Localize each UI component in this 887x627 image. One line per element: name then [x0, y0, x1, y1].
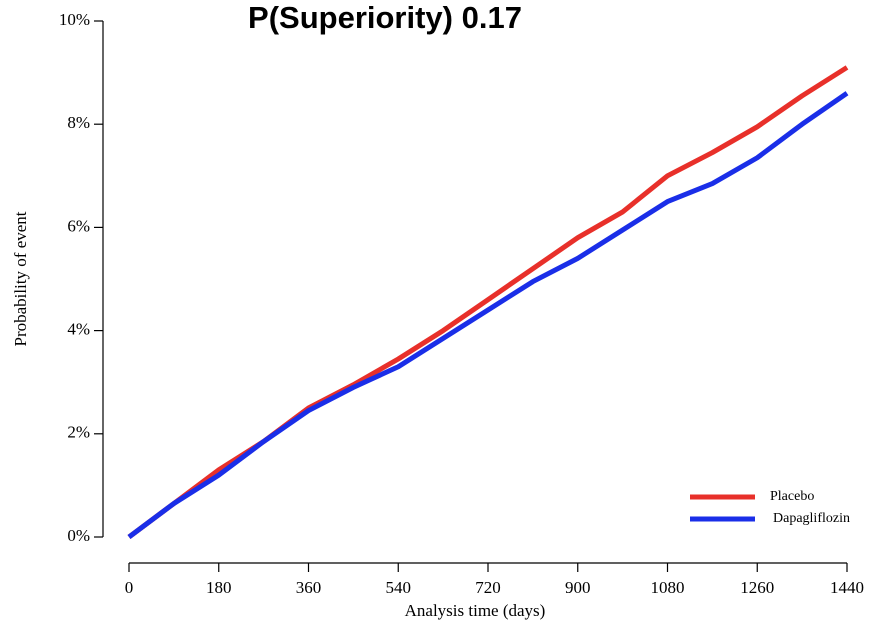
x-tick-label: 720 [475, 578, 501, 597]
y-tick-label: 4% [67, 320, 90, 339]
x-tick-label: 540 [386, 578, 412, 597]
y-tick-label: 10% [59, 10, 90, 29]
y-tick-label: 0% [67, 526, 90, 545]
x-tick-label: 1440 [830, 578, 864, 597]
y-tick-label: 2% [67, 423, 90, 442]
x-tick-label: 900 [565, 578, 591, 597]
x-axis-label: Analysis time (days) [405, 601, 546, 620]
x-tick-label: 360 [296, 578, 322, 597]
y-tick-label: 6% [67, 216, 90, 235]
legend-label: Placebo [770, 489, 814, 504]
chart-title: P(Superiority) 0.17 [248, 0, 522, 35]
y-tick-label: 8% [67, 113, 90, 132]
x-tick-label: 0 [125, 578, 134, 597]
y-axis-label: Probability of event [11, 211, 30, 346]
x-tick-label: 180 [206, 578, 232, 597]
x-tick-label: 1080 [651, 578, 685, 597]
legend-label: Dapagliflozin [773, 511, 850, 526]
series-line [127, 91, 849, 540]
x-tick-label: 1260 [740, 578, 774, 597]
series-line [127, 65, 849, 540]
